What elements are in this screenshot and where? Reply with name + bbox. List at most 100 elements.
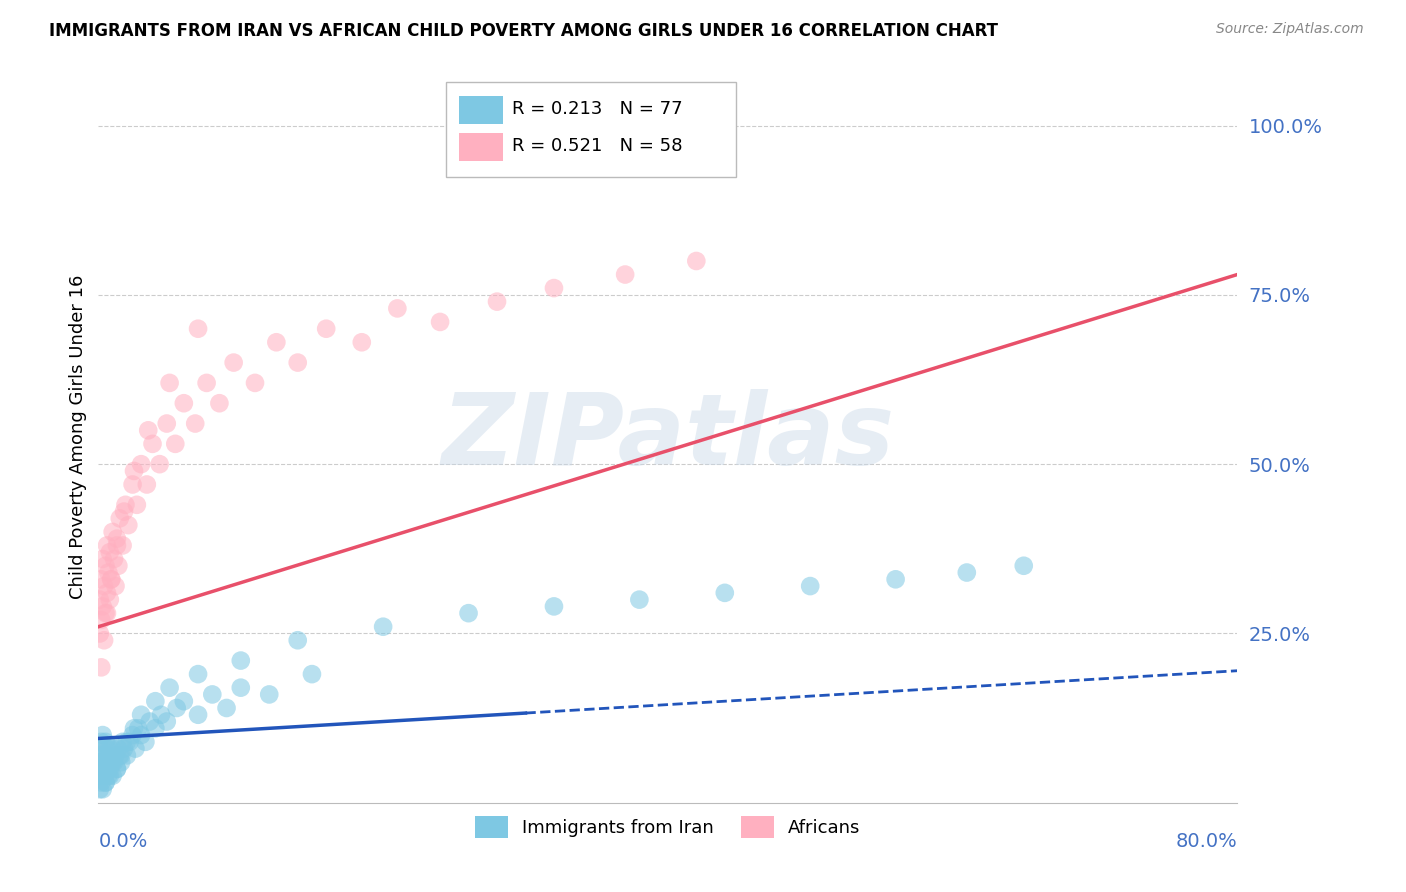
Text: 0.0%: 0.0% [98, 832, 148, 851]
Point [91, 552, 114, 566]
Point [97, 566, 120, 580]
Point [98, 769, 121, 783]
Point [105, 538, 128, 552]
Point [187, 667, 209, 681]
Point [115, 735, 138, 749]
Point [187, 322, 209, 336]
Point [91, 755, 114, 769]
Point [105, 532, 128, 546]
Point [121, 728, 143, 742]
Point [122, 464, 145, 478]
Point [266, 335, 288, 350]
Point [91, 599, 114, 614]
Point [187, 707, 209, 722]
Point [628, 592, 651, 607]
Point [165, 437, 187, 451]
Point [96, 538, 118, 552]
Point [91, 782, 114, 797]
Point [104, 748, 127, 763]
Point [94, 775, 117, 789]
Point [166, 701, 188, 715]
Point [145, 721, 167, 735]
Point [101, 741, 124, 756]
Point [98, 592, 121, 607]
Point [124, 741, 146, 756]
Point [614, 268, 637, 282]
Point [89, 741, 111, 756]
FancyBboxPatch shape [460, 96, 503, 124]
Point [350, 335, 373, 350]
Point [101, 755, 124, 769]
Point [129, 707, 152, 722]
Point [108, 748, 131, 763]
Point [100, 572, 122, 586]
Point [108, 511, 131, 525]
Point [429, 315, 451, 329]
Y-axis label: Child Poverty Among Girls Under 16: Child Poverty Among Girls Under 16 [69, 275, 87, 599]
Point [229, 654, 252, 668]
Point [103, 755, 125, 769]
Point [201, 688, 224, 702]
Point [93, 769, 115, 783]
Point [150, 707, 173, 722]
Point [97, 769, 120, 783]
Point [89, 592, 111, 607]
Point [90, 775, 112, 789]
Point [129, 728, 152, 742]
Point [486, 294, 509, 309]
Point [107, 558, 129, 573]
Point [145, 694, 167, 708]
Point [97, 748, 120, 763]
Point [122, 721, 145, 735]
Point [110, 748, 132, 763]
Point [90, 748, 112, 763]
Point [94, 558, 117, 573]
Point [103, 552, 125, 566]
Point [208, 396, 231, 410]
Point [173, 694, 195, 708]
Point [287, 355, 309, 369]
Point [90, 660, 112, 674]
Point [373, 620, 395, 634]
Point [94, 775, 117, 789]
Point [799, 579, 821, 593]
Point [543, 281, 565, 295]
Point [90, 572, 112, 586]
FancyBboxPatch shape [446, 82, 737, 178]
Point [259, 688, 281, 702]
Point [90, 735, 112, 749]
Point [222, 355, 245, 369]
Text: ZIPatlas: ZIPatlas [441, 389, 894, 485]
Point [457, 606, 479, 620]
Point [138, 714, 160, 729]
Point [112, 505, 135, 519]
Point [96, 606, 118, 620]
Point [134, 735, 156, 749]
Point [156, 417, 179, 431]
Point [714, 586, 737, 600]
Point [98, 545, 121, 559]
Text: IMMIGRANTS FROM IRAN VS AFRICAN CHILD POVERTY AMONG GIRLS UNDER 16 CORRELATION C: IMMIGRANTS FROM IRAN VS AFRICAN CHILD PO… [49, 22, 998, 40]
Point [173, 396, 195, 410]
Point [98, 741, 121, 756]
Point [685, 254, 707, 268]
Point [125, 498, 148, 512]
FancyBboxPatch shape [460, 133, 503, 161]
Point [115, 748, 138, 763]
Point [111, 538, 134, 552]
Text: Source: ZipAtlas.com: Source: ZipAtlas.com [1216, 22, 1364, 37]
Point [100, 572, 122, 586]
Point [229, 681, 252, 695]
Point [96, 762, 118, 776]
Point [118, 735, 141, 749]
Text: R = 0.213   N = 77: R = 0.213 N = 77 [512, 101, 682, 119]
Point [104, 579, 127, 593]
Point [111, 735, 134, 749]
Point [89, 626, 111, 640]
Point [141, 437, 163, 451]
Point [121, 477, 143, 491]
Point [301, 667, 323, 681]
Point [105, 762, 128, 776]
Point [215, 701, 238, 715]
Point [110, 755, 132, 769]
